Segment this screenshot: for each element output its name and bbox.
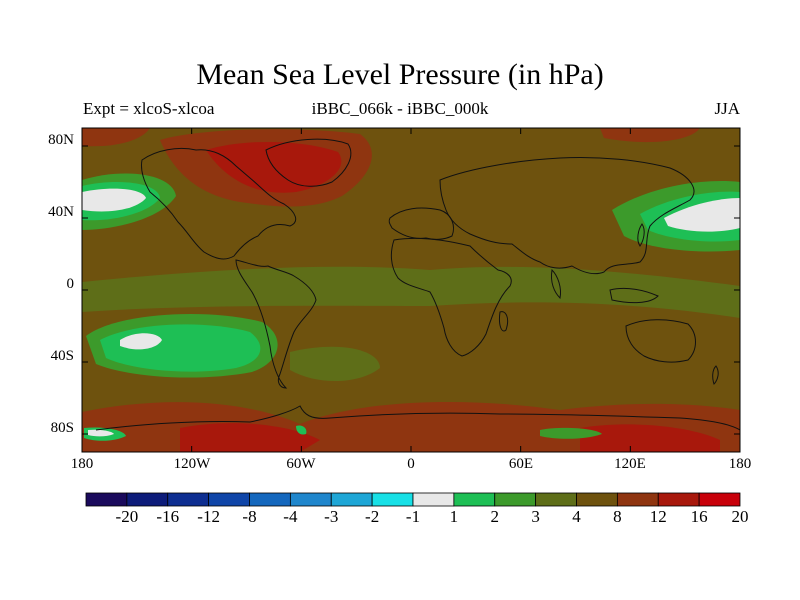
colorbar-swatch [494,492,537,507]
antarctic-low-south [540,427,602,439]
colorbar-swatch [616,492,659,507]
lon-tick-label: 0 [407,456,415,472]
coastlines [95,138,740,431]
colorbar-label: -20 [115,507,139,526]
north-america-coast [141,147,297,260]
colorbar [85,492,741,507]
india-peninsula-coast [551,268,561,300]
indian-south-core [580,424,720,452]
colorbar-label: 4 [572,507,581,526]
new-zealand-coast [712,365,719,385]
colorbar-swatch [412,492,455,507]
lat-tick-label: 40N [48,204,74,220]
lat-tick-label: 80S [50,420,74,436]
experiment-label: Expt = xlcoS-xlcoa [83,99,215,118]
colorbar-label: -8 [242,507,257,526]
colorbar-label: -4 [283,507,298,526]
africa-coast [390,237,512,357]
madagascar-coast [499,311,509,332]
colorbar-label: 16 [690,507,708,526]
pacific-south-core [180,423,320,452]
australia-coast [625,319,696,363]
tropical-band [82,266,740,318]
colorbar-swatch [167,492,210,507]
map-title: Mean Sea Level Pressure (in hPa) [196,58,604,91]
colorbar-label: 12 [649,507,667,526]
colorbar-swatch [657,492,700,507]
pressure-field [82,128,740,452]
colorbar-label: -1 [405,507,421,526]
lat-tick-label: 0 [66,276,75,292]
antarctica-coast [95,405,740,431]
asia-coast [439,156,695,275]
antarctic-low-west-core [88,429,114,437]
ne-pacific-low-core [82,188,146,212]
south-pacific-low-core [120,333,162,350]
lat-tick-label: 80N [48,132,74,148]
colorbar-label: 3 [531,507,540,526]
colorbar-label: 2 [490,507,500,526]
colorbar-swatch [535,492,577,507]
lon-tick-label: 60W [286,456,316,472]
colorbar-swatch [289,492,332,507]
lon-tick-label: 120E [614,456,646,472]
lon-tick-label: 180 [728,456,752,472]
colorbar-label: 1 [449,507,459,526]
colorbar-swatch [249,492,291,507]
colorbar-swatch [330,492,373,507]
lon-tick-label: 60E [508,456,534,472]
colorbar-label: -12 [197,507,220,526]
colorbar-label: -2 [365,507,380,526]
colorbar-label: 8 [613,507,622,526]
season-label: JJA [714,99,740,118]
colorbar-swatch [698,492,741,507]
south-america-coast [235,259,317,389]
colorbar-label: -16 [156,507,180,526]
colorbar-swatch [126,492,169,507]
colorbar-label: 20 [731,507,749,526]
japan-coast [637,223,645,247]
colorbar-swatch [371,492,414,507]
axis-ticks [81,128,741,452]
colorbar-label: -3 [324,507,339,526]
nw-pacific-low-core [664,198,740,232]
difference-label: iBBC_066k - iBBC_000k [311,99,489,118]
greenland-coast [265,138,352,187]
antarctic-low-east [296,425,307,435]
colorbar-swatch [208,492,250,507]
europe-coast [388,207,454,240]
lat-tick-label: 40S [50,348,74,364]
lon-tick-label: 120W [173,456,211,472]
siberia-anomaly [600,128,700,143]
indonesia-coast [609,287,659,304]
far-north-anomaly [82,128,150,147]
colorbar-swatch [576,492,618,507]
south-atlantic-band [290,346,380,382]
colorbar-swatch [85,492,128,507]
lon-tick-label: 180 [70,456,94,472]
colorbar-swatch [453,492,496,507]
